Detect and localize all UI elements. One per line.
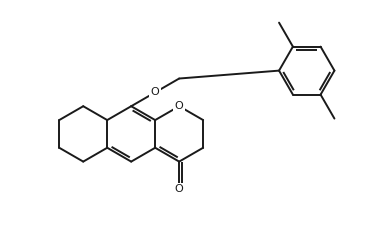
Text: O: O [175,101,184,111]
Text: O: O [151,87,159,97]
Text: O: O [175,184,184,194]
